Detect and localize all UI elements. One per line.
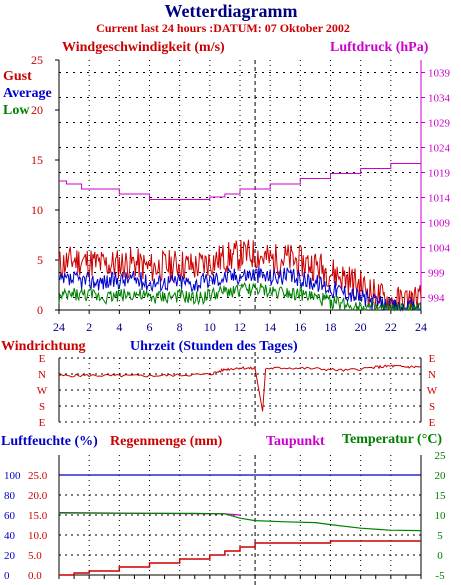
legend-average: Average [3, 86, 52, 101]
temperature-tick-label: 10 [435, 510, 447, 522]
humidity-rain-temperature-panel: 0 20 40 60 80 100 0.0 5.0 10.0 15.0 20.0 25.0 -5 0 5 10… [4, 450, 446, 585]
temperature-tick-label: 25 [435, 450, 447, 462]
y2-tick-label: 1024 [428, 143, 451, 155]
y2-tick-label: 994 [428, 293, 445, 305]
dir-tick-label-right: N [428, 369, 436, 381]
dir-tick-label-left: E [39, 353, 46, 365]
rain-tick-label: 25.0 [28, 470, 48, 482]
humidity-tick-label: 80 [4, 490, 16, 502]
dir-tick-label-right: E [429, 417, 436, 429]
x-tick-label: 14 [264, 320, 276, 334]
y-tick-label: 15 [31, 153, 43, 167]
temperature-tick-label: -5 [435, 570, 445, 582]
wind-pressure-panel: 0510152025994999100410091014101910241029… [31, 53, 451, 334]
rain-tick-label: 10.0 [28, 530, 48, 542]
dir-tick-label-left: N [38, 369, 46, 381]
pressure-label: Luftdruck (hPa) [330, 40, 429, 55]
legend-gust: Gust [3, 69, 32, 84]
y2-tick-label: 1019 [428, 168, 451, 180]
x-tick-label: 6 [147, 320, 153, 334]
y-tick-label: 25 [31, 53, 43, 67]
humidity-tick-label: 20 [4, 550, 16, 562]
dir-tick-label-right: S [429, 401, 435, 413]
x-tick-label: 10 [204, 320, 216, 334]
dir-tick-label-left: E [39, 417, 46, 429]
rain-tick-label: 5.0 [28, 550, 42, 562]
series-regenmenge-line [59, 540, 421, 576]
y-tick-label: 20 [31, 103, 43, 117]
y-tick-label: 10 [31, 203, 43, 217]
series-wind-direction-line [58, 364, 422, 412]
dir-tick-label-left: W [37, 385, 48, 397]
dewpoint-label: Taupunkt [266, 434, 325, 449]
y-tick-label: 5 [37, 253, 43, 267]
wind-speed-label: Windgeschwindigkeit (m/s) [62, 40, 225, 55]
y2-tick-label: 1029 [428, 118, 451, 130]
humidity-tick-label: 60 [4, 510, 16, 522]
series-low-line [58, 282, 422, 312]
y2-tick-label: 999 [428, 268, 445, 280]
x-axis-label: Uhrzeit (Stunden des Tages) [130, 339, 298, 354]
x-tick-label: 8 [177, 320, 183, 334]
diagram-title: Wetterdiagramm [165, 1, 298, 21]
diagram-subtitle: Current last 24 hours :DATUM: 07 Oktober… [96, 21, 350, 35]
dir-tick-label-right: E [429, 353, 436, 365]
humidity-tick-label: 100 [4, 470, 21, 482]
y2-tick-label: 1014 [428, 193, 451, 205]
y2-tick-label: 1009 [428, 218, 451, 230]
y2-tick-label: 1034 [428, 93, 451, 105]
y2-tick-label: 1039 [428, 68, 451, 80]
temperature-tick-label: 15 [435, 490, 447, 502]
rain-label: Regenmenge (mm) [110, 434, 223, 449]
humidity-tick-label: 0 [4, 570, 10, 582]
series-average-line [58, 266, 422, 312]
rain-tick-label: 20.0 [28, 490, 48, 502]
y2-tick-label: 1004 [428, 243, 451, 255]
humidity-tick-label: 40 [4, 530, 16, 542]
rain-tick-label: 0.0 [28, 570, 42, 582]
x-tick-label: 22 [385, 320, 397, 334]
wind-direction-label: Windrichtung [1, 339, 86, 354]
temperature-tick-label: 20 [435, 470, 447, 482]
x-tick-label: 12 [234, 320, 246, 334]
series-temperatur-line [58, 512, 422, 532]
wind-direction-panel: E EN NW WS SE E [37, 352, 438, 429]
legend-low: Low [3, 103, 30, 118]
x-tick-label: 24 [415, 320, 427, 334]
x-tick-label: 2 [86, 320, 92, 334]
y-tick-label: 0 [37, 303, 43, 317]
rain-tick-label: 15.0 [28, 510, 48, 522]
series-pressure-line [59, 163, 421, 200]
temperature-label: Temperatur (°C) [342, 432, 442, 447]
x-tick-label: 24 [53, 320, 65, 334]
dir-tick-label-left: S [39, 401, 45, 413]
x-tick-label: 4 [116, 320, 122, 334]
humidity-label: Luftfeuchte (%) [1, 434, 98, 449]
series-gust-line [58, 239, 422, 312]
dir-tick-label-right: W [427, 385, 438, 397]
temperature-tick-label: 0 [437, 550, 443, 562]
x-tick-label: 20 [355, 320, 367, 334]
x-tick-label: 16 [294, 320, 306, 334]
x-tick-label: 18 [325, 320, 337, 334]
temperature-tick-label: 5 [437, 530, 443, 542]
